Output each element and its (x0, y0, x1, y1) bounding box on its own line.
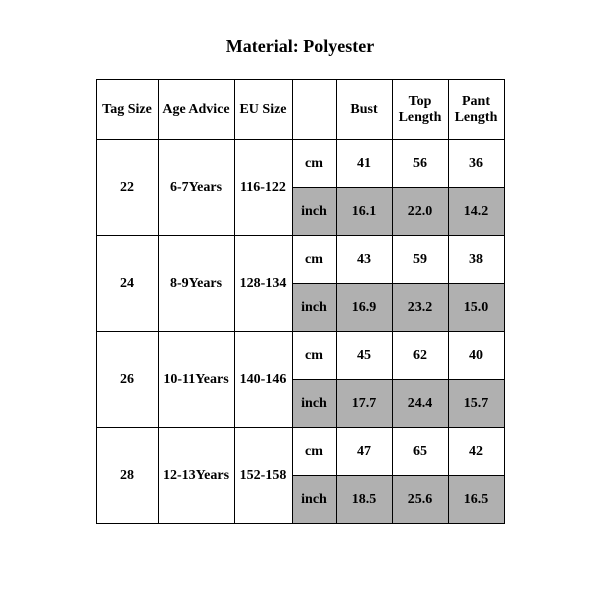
cell-unit-inch: inch (292, 188, 336, 236)
table-row: 26 10-11Years 140-146 cm 45 62 40 (96, 332, 504, 380)
cell-age-advice: 8-9Years (158, 236, 234, 332)
cell-bust: 16.9 (336, 284, 392, 332)
cell-top-length: 56 (392, 140, 448, 188)
cell-eu-size: 128-134 (234, 236, 292, 332)
cell-unit-cm: cm (292, 428, 336, 476)
cell-tag-size: 24 (96, 236, 158, 332)
size-table: Tag Size Age Advice EU Size Bust Top Len… (96, 79, 505, 524)
cell-top-length: 24.4 (392, 380, 448, 428)
col-pant-length: Pant Length (448, 80, 504, 140)
cell-unit-inch: inch (292, 380, 336, 428)
page-title: Material: Polyester (0, 0, 600, 79)
cell-pant-length: 15.7 (448, 380, 504, 428)
table-row: 22 6-7Years 116-122 cm 41 56 36 (96, 140, 504, 188)
col-top-length: Top Length (392, 80, 448, 140)
cell-tag-size: 28 (96, 428, 158, 524)
cell-bust: 17.7 (336, 380, 392, 428)
cell-top-length: 65 (392, 428, 448, 476)
cell-unit-inch: inch (292, 476, 336, 524)
table-row: 24 8-9Years 128-134 cm 43 59 38 (96, 236, 504, 284)
col-bust: Bust (336, 80, 392, 140)
cell-tag-size: 26 (96, 332, 158, 428)
cell-unit-cm: cm (292, 140, 336, 188)
cell-pant-length: 14.2 (448, 188, 504, 236)
cell-eu-size: 116-122 (234, 140, 292, 236)
cell-top-length: 59 (392, 236, 448, 284)
cell-unit-inch: inch (292, 284, 336, 332)
cell-pant-length: 40 (448, 332, 504, 380)
cell-top-length: 23.2 (392, 284, 448, 332)
cell-bust: 18.5 (336, 476, 392, 524)
cell-top-length: 22.0 (392, 188, 448, 236)
page-wrap: Material: Polyester Tag Size Age Advice … (0, 0, 600, 600)
cell-pant-length: 15.0 (448, 284, 504, 332)
table-row: 28 12-13Years 152-158 cm 47 65 42 (96, 428, 504, 476)
cell-unit-cm: cm (292, 236, 336, 284)
cell-bust: 43 (336, 236, 392, 284)
cell-top-length: 62 (392, 332, 448, 380)
cell-age-advice: 10-11Years (158, 332, 234, 428)
col-eu-size: EU Size (234, 80, 292, 140)
cell-age-advice: 12-13Years (158, 428, 234, 524)
col-age-advice: Age Advice (158, 80, 234, 140)
cell-pant-length: 42 (448, 428, 504, 476)
cell-pant-length: 36 (448, 140, 504, 188)
cell-bust: 16.1 (336, 188, 392, 236)
col-unit (292, 80, 336, 140)
cell-pant-length: 38 (448, 236, 504, 284)
cell-tag-size: 22 (96, 140, 158, 236)
col-tag-size: Tag Size (96, 80, 158, 140)
cell-bust: 41 (336, 140, 392, 188)
cell-bust: 45 (336, 332, 392, 380)
cell-unit-cm: cm (292, 332, 336, 380)
table-header-row: Tag Size Age Advice EU Size Bust Top Len… (96, 80, 504, 140)
cell-top-length: 25.6 (392, 476, 448, 524)
cell-eu-size: 152-158 (234, 428, 292, 524)
cell-age-advice: 6-7Years (158, 140, 234, 236)
cell-eu-size: 140-146 (234, 332, 292, 428)
cell-pant-length: 16.5 (448, 476, 504, 524)
cell-bust: 47 (336, 428, 392, 476)
